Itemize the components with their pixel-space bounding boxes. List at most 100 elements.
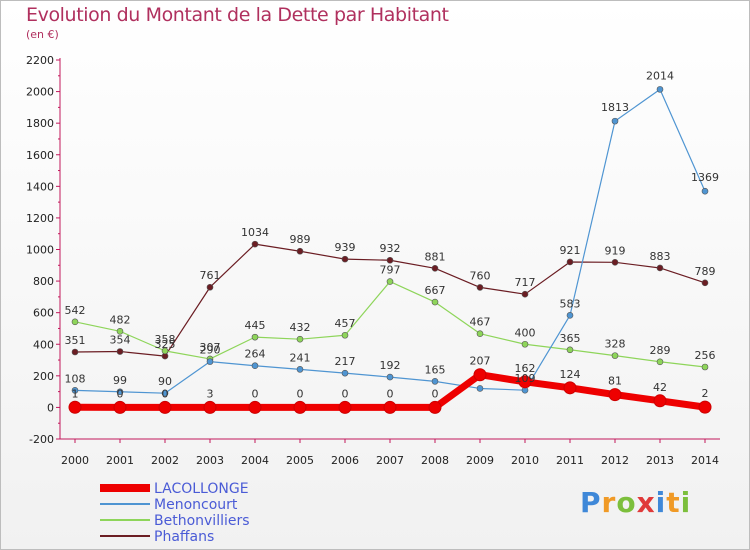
data-point-bethonvilliers: [251, 333, 259, 341]
data-label: 307: [200, 341, 221, 354]
data-point-phaffans: [206, 283, 214, 291]
data-label: 445: [245, 319, 266, 332]
x-tick-label: 2000: [61, 454, 89, 467]
x-tick-label: 2001: [106, 454, 134, 467]
data-point-phaffans: [611, 258, 619, 266]
data-point-lacollonge: [608, 388, 622, 402]
x-tick-label: 2013: [646, 454, 674, 467]
data-point-lacollonge: [203, 400, 217, 414]
data-label: 760: [470, 269, 491, 282]
y-tick-label: 200: [33, 370, 54, 383]
x-tick-label: 2002: [151, 454, 179, 467]
data-point-phaffans: [431, 264, 439, 272]
data-point-lacollonge: [428, 400, 442, 414]
data-point-bethonvilliers: [566, 346, 574, 354]
y-tick-label: 600: [33, 307, 54, 320]
data-point-bethonvilliers: [611, 352, 619, 359]
x-tick-label: 2004: [241, 454, 269, 467]
data-point-lacollonge: [698, 400, 712, 414]
data-point-phaffans: [296, 247, 304, 255]
data-label: 883: [650, 250, 671, 263]
x-tick-label: 2008: [421, 454, 449, 467]
data-point-lacollonge: [338, 400, 352, 414]
data-point-lacollonge: [158, 400, 172, 414]
data-label: 99: [113, 374, 127, 387]
data-label: 467: [470, 316, 491, 329]
data-label: 0: [252, 387, 259, 400]
legend-label-menoncourt: Menoncourt: [154, 497, 238, 513]
y-tick-label: 1200: [26, 212, 54, 225]
data-label: 432: [290, 321, 311, 334]
y-tick-label: 400: [33, 338, 54, 351]
data-point-menoncourt: [341, 369, 349, 377]
data-label: 932: [380, 242, 401, 255]
data-point-phaffans: [701, 279, 709, 287]
data-label: 365: [560, 332, 581, 345]
y-tick-label: 1400: [26, 180, 54, 193]
y-tick-label: 1800: [26, 117, 54, 130]
proxiti-logo: Proxiti: [580, 486, 692, 519]
data-label: 241: [290, 351, 311, 364]
x-tick-label: 2005: [286, 454, 314, 467]
data-point-menoncourt: [701, 187, 709, 195]
data-label: 192: [380, 359, 401, 372]
data-point-lacollonge: [68, 400, 82, 414]
chart-subtitle: (en €): [26, 28, 59, 41]
data-label: 761: [200, 269, 221, 282]
data-label: 797: [380, 264, 401, 277]
data-label: 1034: [241, 226, 269, 239]
chart-title: Evolution du Montant de la Dette par Hab…: [26, 4, 449, 26]
y-tick-label: 0: [47, 401, 54, 414]
data-point-menoncourt: [296, 366, 304, 373]
legend-label-phaffans: Phaffans: [154, 529, 214, 545]
data-point-bethonvilliers: [116, 328, 124, 335]
data-label: 457: [335, 317, 356, 330]
data-label: 109: [515, 372, 536, 385]
data-label: 482: [110, 313, 131, 326]
data-point-menoncourt: [386, 373, 394, 381]
data-point-menoncourt: [71, 387, 79, 394]
data-point-menoncourt: [566, 312, 574, 319]
y-tick-label: 1000: [26, 244, 54, 257]
data-label: 0: [387, 387, 394, 400]
x-tick-label: 2007: [376, 454, 404, 467]
data-label: 667: [425, 284, 446, 297]
data-label: 165: [425, 363, 446, 376]
data-label: 939: [335, 241, 356, 254]
data-point-lacollonge: [518, 375, 532, 389]
data-label: 42: [653, 381, 667, 394]
data-point-lacollonge: [473, 368, 487, 382]
y-tick-label: -200: [29, 433, 54, 446]
data-label: 108: [65, 372, 86, 385]
data-point-bethonvilliers: [71, 318, 79, 326]
data-point-phaffans: [656, 264, 664, 272]
data-label: 81: [608, 375, 622, 388]
data-label: 162: [515, 362, 536, 375]
x-tick-label: 2010: [511, 454, 539, 467]
y-tick-label: 800: [33, 275, 54, 288]
data-point-phaffans: [341, 255, 349, 263]
x-tick-label: 2011: [556, 454, 584, 467]
data-point-bethonvilliers: [656, 358, 664, 366]
data-label: 1: [72, 387, 79, 400]
data-label: 1813: [601, 101, 629, 114]
data-label: 0: [342, 387, 349, 400]
x-tick-label: 2009: [466, 454, 494, 467]
data-point-bethonvilliers: [521, 340, 529, 348]
data-point-menoncourt: [656, 86, 664, 93]
data-label: 2: [702, 387, 709, 400]
data-point-bethonvilliers: [341, 331, 349, 339]
data-point-bethonvilliers: [701, 363, 709, 371]
x-tick-label: 2014: [691, 454, 719, 467]
data-label: 289: [650, 344, 671, 357]
data-label: 256: [695, 349, 716, 362]
x-tick-label: 2012: [601, 454, 629, 467]
data-label: 124: [560, 368, 581, 381]
data-label: 0: [162, 387, 169, 400]
data-label: 0: [432, 387, 439, 400]
data-label: 989: [290, 233, 311, 246]
data-point-phaffans: [386, 256, 394, 264]
x-tick-label: 2003: [196, 454, 224, 467]
series-line-bethonvilliers: [74, 280, 706, 368]
